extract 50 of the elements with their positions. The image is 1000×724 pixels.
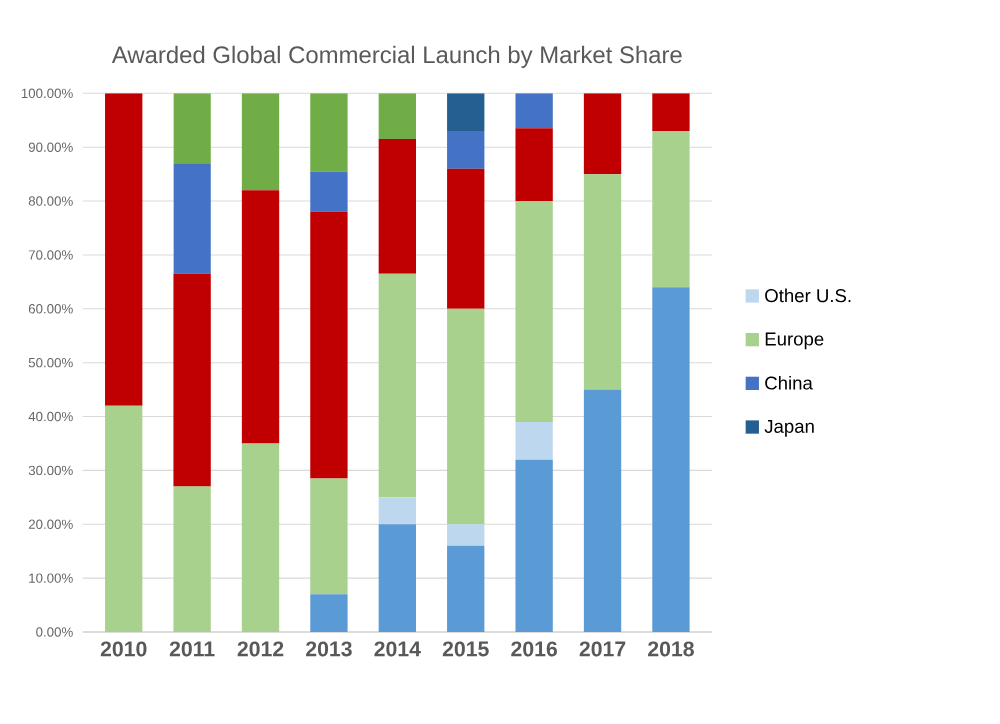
bar [241,443,280,632]
bar [652,287,690,632]
bar [447,168,485,309]
bar [378,524,416,632]
bar [515,421,553,460]
bar [378,273,416,498]
legend-label: Japan [764,419,814,437]
x-tick-label: 2010 [100,641,147,657]
bar [515,128,553,202]
bar [105,93,143,406]
bar [447,131,485,169]
bar [447,524,485,546]
bar [583,389,622,632]
bar [310,171,348,212]
bar [310,478,348,595]
legend-label: China [765,375,813,390]
bar [241,93,280,191]
x-tick-label: 2013 [306,641,352,657]
bar [652,131,690,288]
bar [173,486,211,632]
bar [173,273,211,487]
bar [310,93,348,172]
bar [241,190,280,444]
bar [173,163,211,274]
bar [378,139,416,274]
bar [515,459,553,632]
bar [515,201,553,422]
bar [105,405,143,632]
bar [652,93,690,132]
bar [378,93,416,140]
x-tick-label: 2015 [442,641,489,657]
x-tick-label: 2012 [237,641,284,657]
bar [515,93,553,129]
bar [447,93,485,132]
bar [173,93,211,164]
bar [583,93,622,175]
bar [447,545,485,632]
x-tick-label: 2017 [579,641,626,657]
bar [310,594,348,632]
legend-label: Europe [765,332,824,350]
bar [378,497,416,525]
x-tick-label: 2014 [374,641,421,657]
bar [447,308,485,525]
bar [310,211,348,479]
x-tick-label: 2018 [648,641,694,657]
x-tick-label: 2016 [511,641,557,657]
bar [583,174,622,390]
legend-label: Other U.S. [765,288,851,303]
x-tick-label: 2011 [169,641,215,657]
chart-title: Awarded Global Commercial Launch by Market Share [111,45,682,68]
